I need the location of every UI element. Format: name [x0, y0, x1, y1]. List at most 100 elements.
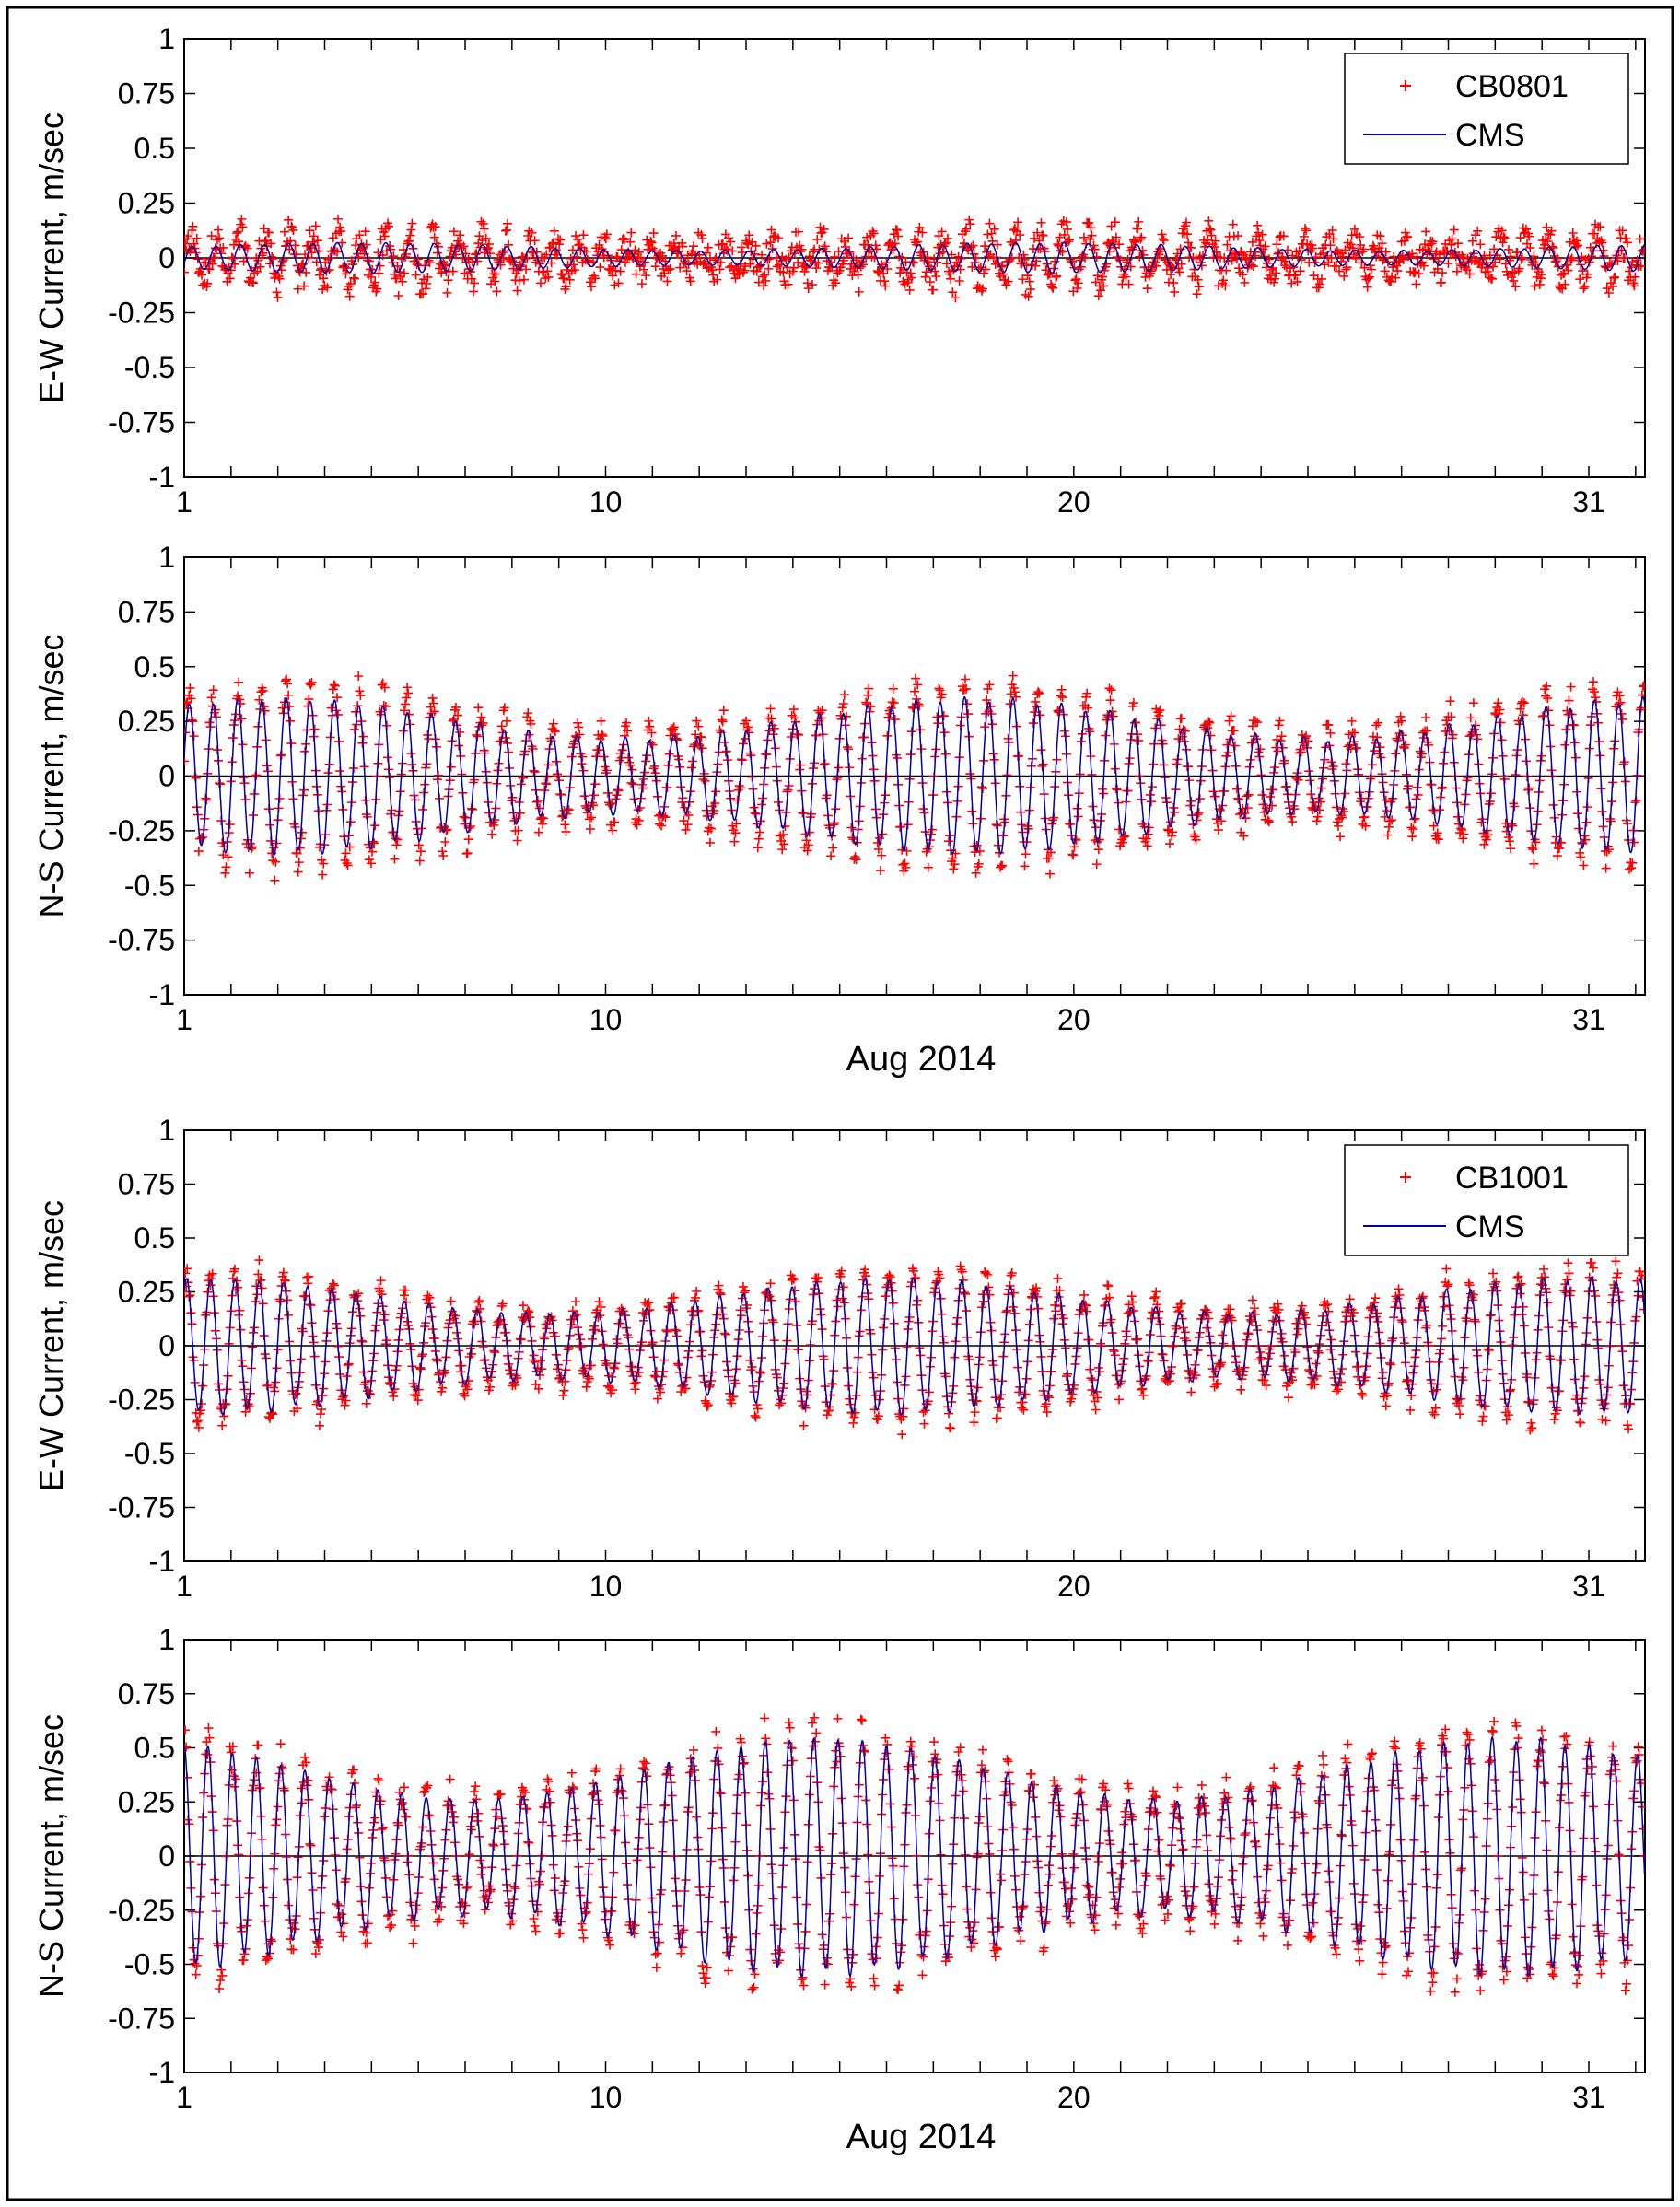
data-point [1312, 816, 1322, 826]
data-point [974, 858, 984, 869]
data-point [260, 706, 270, 716]
data-point [1138, 245, 1148, 255]
data-point [960, 227, 970, 237]
data-point [762, 239, 772, 249]
data-point [1428, 237, 1438, 247]
x-tick-label: 10 [589, 485, 623, 519]
data-point [1079, 232, 1089, 242]
data-point [1359, 244, 1369, 254]
data-point [1447, 234, 1457, 244]
data-point [1013, 217, 1023, 228]
data-point [1220, 281, 1231, 291]
data-point [1427, 239, 1437, 249]
data-point [1340, 245, 1350, 255]
data-point [697, 743, 707, 753]
data-point [1046, 847, 1056, 858]
data-point [1337, 812, 1348, 823]
data-point [660, 812, 671, 823]
data-point [539, 267, 549, 277]
data-point [634, 247, 644, 257]
data-point [423, 272, 433, 282]
data-point [615, 266, 625, 276]
data-point [915, 222, 925, 232]
data-point [1206, 225, 1216, 235]
data-point [1314, 279, 1324, 289]
data-point [197, 270, 207, 280]
data-point [607, 799, 617, 809]
data-point [1289, 263, 1299, 273]
data-point [285, 701, 295, 711]
data-point [826, 851, 836, 861]
data-point [753, 834, 764, 844]
data-point [623, 726, 633, 736]
data-point [717, 715, 727, 725]
data-point [214, 225, 224, 235]
data-point [1087, 230, 1097, 240]
data-point [1326, 253, 1336, 263]
data-point [378, 678, 388, 688]
data-point [1038, 230, 1048, 240]
data-point [1224, 716, 1234, 726]
data-point [1264, 817, 1274, 827]
x-tick-label: 20 [1057, 1570, 1091, 1603]
data-point [992, 239, 1002, 250]
data-point [399, 268, 409, 278]
data-point [646, 237, 656, 247]
data-point [1092, 271, 1102, 281]
data-point [775, 260, 785, 270]
data-point [1137, 232, 1147, 242]
data-point [1279, 261, 1289, 271]
data-point [263, 228, 274, 238]
data-point [973, 281, 983, 291]
x-tick-label: 20 [1057, 485, 1091, 519]
data-point [641, 271, 651, 281]
data-point [1173, 734, 1184, 744]
data-point [1489, 244, 1499, 254]
data-point [624, 753, 634, 763]
data-point [647, 238, 657, 248]
data-point [1449, 225, 1459, 235]
data-point [868, 227, 878, 237]
data-point [1342, 263, 1352, 273]
data-point [795, 240, 805, 251]
data-point [1142, 841, 1152, 851]
data-point [1410, 267, 1420, 277]
data-point [910, 686, 919, 696]
data-point [982, 695, 992, 706]
data-point [449, 227, 459, 237]
data-point [847, 833, 858, 843]
y-tick-label: 0.75 [118, 1677, 175, 1711]
data-point [934, 683, 944, 694]
data-point [399, 706, 409, 716]
data-point [578, 752, 588, 762]
data-point [523, 708, 533, 718]
data-point [309, 724, 320, 734]
data-point [1561, 724, 1571, 734]
x-tick-label: 31 [1572, 1570, 1605, 1603]
data-point [370, 277, 380, 287]
data-point [1437, 277, 1447, 287]
data-point [272, 287, 282, 298]
data-point [237, 214, 247, 224]
data-point [1375, 231, 1385, 241]
data-point [712, 274, 722, 285]
data-point [1207, 230, 1217, 240]
data-point [1525, 242, 1535, 252]
data-point [567, 245, 578, 255]
data-point [512, 835, 522, 846]
data-point [1008, 671, 1018, 681]
data-point [442, 287, 452, 298]
data-point [586, 282, 596, 292]
data-point [195, 1406, 205, 1416]
data-point [1448, 730, 1458, 740]
data-point [1063, 224, 1072, 234]
data-point [1073, 812, 1083, 822]
data-point [1422, 726, 1432, 736]
y-tick-label: 0 [158, 760, 175, 793]
data-point [1195, 794, 1205, 804]
data-point [1206, 730, 1216, 741]
data-point [733, 263, 743, 274]
data-point [728, 246, 738, 256]
data-point [336, 227, 346, 237]
data-point [1142, 284, 1152, 294]
